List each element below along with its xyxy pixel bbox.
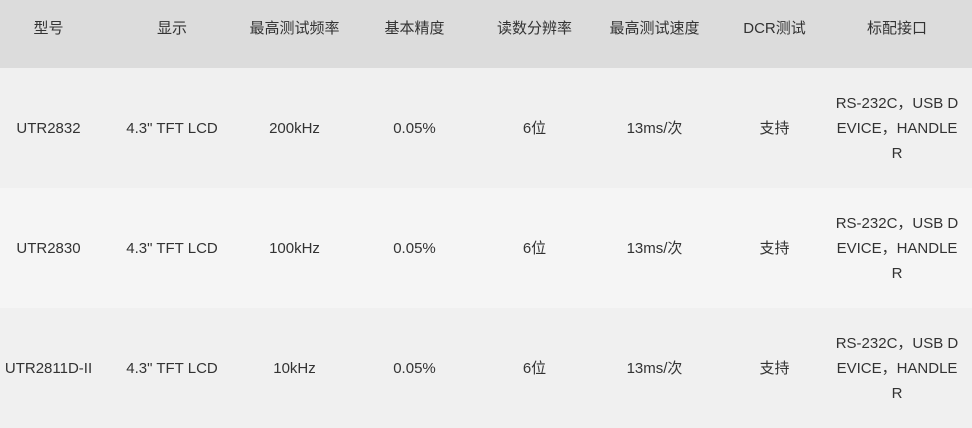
cell-max-test-frequency: 10kHz: [273, 359, 316, 377]
column-header-basic-accuracy: 基本精度: [384, 19, 445, 37]
cell-max-test-speed: 13ms/次: [626, 119, 683, 137]
cell-reading-resolution: 6位: [522, 359, 547, 377]
cell-model: UTR2832: [16, 119, 81, 137]
cell-standard-interface: RS-232C，USB DEVICE，HANDLER: [835, 214, 959, 282]
cell-reading-resolution: 6位: [522, 239, 547, 257]
cell-max-test-frequency: 200kHz: [269, 119, 320, 137]
cell-standard-interface: RS-232C，USB DEVICE，HANDLER: [835, 94, 959, 162]
column-header-dcr-test: DCR测试: [743, 19, 806, 37]
cell-display: 4.3" TFT LCD: [126, 359, 218, 377]
cell-dcr-test: 支持: [759, 239, 790, 257]
column-header-max-test-frequency: 最高测试频率: [249, 19, 340, 37]
column-header-reading-resolution: 读数分辨率: [496, 19, 572, 37]
cell-display: 4.3" TFT LCD: [126, 239, 218, 257]
cell-max-test-frequency: 100kHz: [269, 239, 320, 257]
cell-basic-accuracy: 0.05%: [393, 119, 436, 137]
cell-standard-interface: RS-232C，USB DEVICE，HANDLER: [835, 334, 959, 402]
cell-max-test-speed: 13ms/次: [626, 359, 683, 377]
cell-model: UTR2811D-II: [4, 359, 93, 377]
column-header-model: 型号: [33, 19, 64, 37]
table-header-row: 型号 显示 最高测试频率 基本精度 读数分辨率 最高测试速度 DCR测试 标配接…: [0, 0, 972, 68]
column-header-display: 显示: [156, 19, 187, 37]
column-header-max-test-speed: 最高测试速度: [609, 19, 700, 37]
cell-max-test-speed: 13ms/次: [626, 239, 683, 257]
column-header-standard-interface: 标配接口: [866, 19, 927, 37]
cell-model: UTR2830: [16, 239, 81, 257]
cell-display: 4.3" TFT LCD: [126, 119, 218, 137]
table-row-utr2811d-ii: UTR2811D-II 4.3" TFT LCD 10kHz 0.05% 6位 …: [0, 308, 972, 428]
table-row-utr2830: UTR2830 4.3" TFT LCD 100kHz 0.05% 6位 13m…: [0, 188, 972, 308]
cell-dcr-test: 支持: [759, 359, 790, 377]
cell-basic-accuracy: 0.05%: [393, 359, 436, 377]
cell-reading-resolution: 6位: [522, 119, 547, 137]
cell-dcr-test: 支持: [759, 119, 790, 137]
cell-basic-accuracy: 0.05%: [393, 239, 436, 257]
table-row-utr2832: UTR2832 4.3" TFT LCD 200kHz 0.05% 6位 13m…: [0, 68, 972, 188]
